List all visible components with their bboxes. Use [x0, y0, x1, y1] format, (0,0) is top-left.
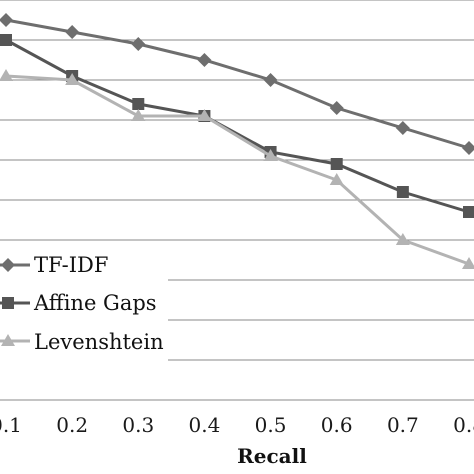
- point-levenshtein: [395, 233, 410, 245]
- point-affine-gaps: [330, 158, 343, 170]
- legend-label-levenshtein: Levenshtein: [34, 330, 164, 354]
- x-tick-label: 0.4: [189, 413, 221, 437]
- legend-item-levenshtein: Levenshtein: [0, 330, 164, 354]
- legend-marker-square-icon: [2, 297, 14, 309]
- legend-label-affine-gaps: Affine Gaps: [33, 291, 157, 315]
- legend-marker-diamond-icon: [1, 258, 15, 272]
- legend-item-affine-gaps: Affine Gaps: [0, 291, 157, 315]
- point-levenshtein: [329, 173, 344, 185]
- point-levenshtein: [263, 149, 278, 161]
- x-tick-label: 0.7: [387, 413, 419, 437]
- point-tf-idf: [65, 25, 80, 39]
- series-line-tf-idf: [5, 18, 470, 150]
- x-tick-labels: 0.1 0.2 0.3 0.4 0.5 0.6 0.7 0.8: [0, 413, 474, 437]
- x-tick-label: 0.1: [0, 413, 22, 437]
- x-tick-label: 0.5: [255, 413, 287, 437]
- point-tf-idf: [197, 53, 212, 67]
- series-levenshtein: [0, 69, 474, 269]
- x-tick-label: 0.6: [321, 413, 353, 437]
- series-layer: [0, 13, 474, 269]
- x-axis-title: Recall: [237, 444, 307, 468]
- point-levenshtein: [131, 109, 146, 121]
- point-tf-idf: [0, 13, 13, 27]
- legend-marker-triangle-icon: [1, 334, 15, 346]
- series-line-affine-gaps: [5, 38, 470, 214]
- point-tf-idf: [395, 121, 410, 135]
- point-levenshtein: [0, 69, 13, 81]
- point-affine-gaps: [396, 186, 409, 198]
- point-tf-idf: [329, 101, 344, 115]
- legend: TF-IDF Affine Gaps Levenshtein: [0, 245, 168, 363]
- legend-item-tf-idf: TF-IDF: [0, 253, 108, 277]
- series-tf-idf: [0, 13, 474, 155]
- legend-label-tf-idf: TF-IDF: [34, 253, 108, 277]
- point-levenshtein: [197, 109, 212, 121]
- point-affine-gaps: [463, 206, 474, 218]
- point-tf-idf: [462, 141, 474, 155]
- x-tick-label: 0.2: [56, 413, 88, 437]
- x-tick-label: 0.3: [122, 413, 154, 437]
- point-tf-idf: [263, 73, 278, 87]
- series-line-levenshtein: [5, 74, 470, 266]
- x-tick-label: 0.8: [453, 413, 474, 437]
- point-affine-gaps: [132, 98, 145, 110]
- point-tf-idf: [131, 37, 146, 51]
- point-affine-gaps: [0, 34, 12, 46]
- point-levenshtein: [462, 257, 474, 269]
- point-levenshtein: [65, 73, 80, 85]
